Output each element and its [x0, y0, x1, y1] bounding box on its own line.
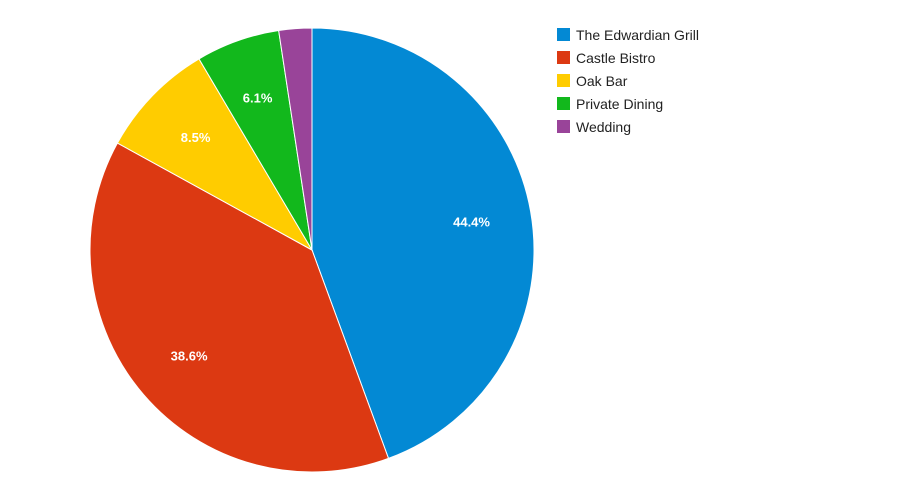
- chart-legend: The Edwardian Grill Castle Bistro Oak Bar P…: [557, 23, 699, 138]
- pie-slice-the-edwardian-grill: [311, 27, 535, 460]
- legend-item: Oak Bar: [557, 69, 699, 92]
- legend-item: The Edwardian Grill: [557, 23, 699, 46]
- legend-item: Private Dining: [557, 92, 699, 115]
- pie-data-label: 6.1%: [243, 90, 273, 105]
- pie-slice-wedding: [278, 27, 313, 251]
- legend-label: Private Dining: [576, 95, 664, 112]
- pie-data-label: 38.6%: [171, 349, 208, 364]
- pie-data-label: 44.4%: [453, 215, 490, 230]
- legend-label: Oak Bar: [576, 72, 628, 89]
- pie-slice-castle-bistro: [89, 142, 390, 473]
- legend-item: Wedding: [557, 115, 699, 138]
- pie-data-label: 8.5%: [181, 130, 211, 145]
- legend-item: Castle Bistro: [557, 46, 699, 69]
- pie-data-labels: 44.4% 38.6% 8.5% 6.1%: [171, 90, 491, 363]
- legend-swatch: [557, 120, 570, 133]
- legend-label: Castle Bistro: [576, 49, 656, 66]
- pie-slice-oak-bar: [116, 58, 314, 252]
- legend-label: Wedding: [576, 118, 632, 135]
- legend-label: The Edwardian Grill: [576, 26, 699, 43]
- legend-swatch: [557, 28, 570, 41]
- legend-swatch: [557, 74, 570, 87]
- legend-swatch: [557, 51, 570, 64]
- pie-slices: [89, 27, 535, 473]
- legend-swatch: [557, 97, 570, 110]
